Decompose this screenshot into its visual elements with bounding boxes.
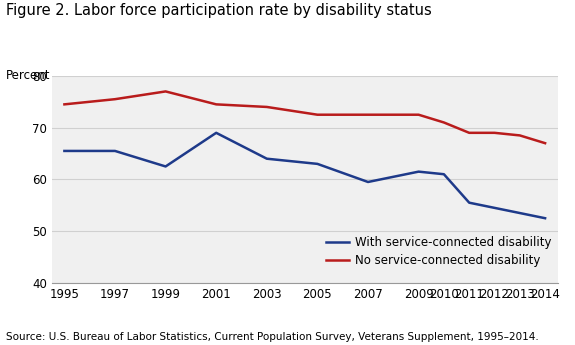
Line: With service-connected disability: With service-connected disability <box>64 133 545 218</box>
Legend: With service-connected disability, No service-connected disability: With service-connected disability, No se… <box>326 236 552 267</box>
No service-connected disability <box>162 89 169 93</box>
With service-connected disability <box>542 216 549 220</box>
With service-connected disability <box>61 149 68 153</box>
No service-connected disability <box>491 131 498 135</box>
With service-connected disability <box>440 172 447 176</box>
Text: Figure 2. Labor force participation rate by disability status: Figure 2. Labor force participation rate… <box>6 3 431 18</box>
Text: Percent: Percent <box>6 69 50 82</box>
No service-connected disability <box>263 105 270 109</box>
No service-connected disability <box>542 141 549 145</box>
With service-connected disability <box>213 131 220 135</box>
With service-connected disability <box>516 211 523 215</box>
No service-connected disability <box>415 112 422 117</box>
With service-connected disability <box>263 157 270 161</box>
With service-connected disability <box>314 162 321 166</box>
No service-connected disability <box>61 102 68 106</box>
No service-connected disability <box>516 133 523 137</box>
With service-connected disability <box>415 169 422 174</box>
No service-connected disability <box>440 120 447 125</box>
No service-connected disability <box>365 112 371 117</box>
With service-connected disability <box>112 149 118 153</box>
Text: Source: U.S. Bureau of Labor Statistics, Current Population Survey, Veterans Sup: Source: U.S. Bureau of Labor Statistics,… <box>6 332 539 342</box>
No service-connected disability <box>112 97 118 101</box>
With service-connected disability <box>491 206 498 210</box>
With service-connected disability <box>365 180 371 184</box>
No service-connected disability <box>314 112 321 117</box>
No service-connected disability <box>466 131 473 135</box>
With service-connected disability <box>162 164 169 168</box>
Line: No service-connected disability: No service-connected disability <box>64 91 545 143</box>
With service-connected disability <box>466 201 473 205</box>
No service-connected disability <box>213 102 220 106</box>
